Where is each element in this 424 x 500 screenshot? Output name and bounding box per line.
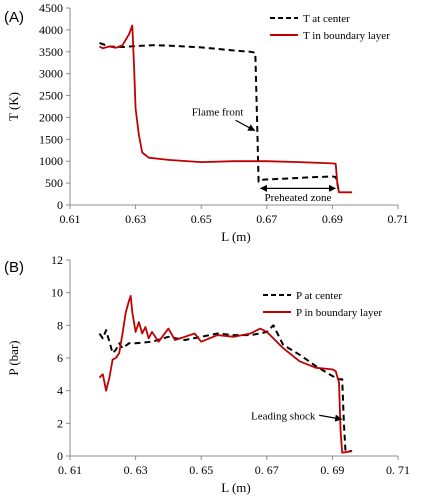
y-tick-label: 4000: [39, 23, 63, 37]
panel-label: (B): [4, 259, 24, 276]
y-tick-label: 10: [51, 286, 63, 300]
y-tick-label: 2000: [39, 110, 63, 124]
y-tick-label: 500: [45, 176, 63, 190]
y-tick-label: 12: [51, 253, 63, 267]
chart-panel-b: (B) 0 2 4 6 8 10 12 0. 61 0. 63 0. 65 0. 67 0. 69 0. …: [4, 253, 410, 495]
legend-entry: P at center: [296, 290, 342, 302]
annotation-arrow: [235, 119, 256, 132]
x-axis-title: L (m): [221, 229, 250, 244]
annotation-arrow: [319, 414, 343, 422]
annotation-label: Flame front: [192, 106, 244, 118]
x-tick-label: 0. 67: [255, 463, 279, 477]
x-tick-label: 0. 65: [189, 463, 213, 477]
series-line-boundary-layer: [99, 24, 353, 194]
legend: P at center P in boundary layer: [263, 290, 382, 319]
series-line-center: [98, 324, 353, 453]
legend-entry: P in boundary layer: [296, 307, 382, 319]
x-tick-label: 0. 61: [58, 463, 82, 477]
y-tick-label: 4500: [39, 1, 63, 15]
x-tick-label: 0. 71: [386, 463, 410, 477]
y-axis-title: T (K): [6, 92, 21, 121]
y-tick-label: 1500: [39, 132, 63, 146]
x-axis-title: L (m): [221, 480, 250, 495]
y-tick-label: 2: [57, 416, 63, 430]
x-tick-label: 0.71: [388, 212, 409, 226]
x-tick-label: 0.61: [60, 212, 81, 226]
x-tick-label: 0.69: [322, 212, 343, 226]
x-tick-label: 0.65: [191, 212, 212, 226]
y-tick-label: 2500: [39, 89, 63, 103]
x-tick-label: 0.67: [256, 212, 277, 226]
y-tick-label: 0: [57, 449, 63, 463]
y-tick-label: 8: [57, 318, 63, 332]
panel-label: (A): [4, 9, 24, 26]
legend-entry: T in boundary layer: [303, 30, 390, 42]
x-tick-label: 0. 63: [124, 463, 148, 477]
y-tick-label: 1000: [39, 154, 63, 168]
legend-entry: T at center: [303, 13, 350, 25]
y-tick-label: 0: [57, 198, 63, 212]
chart-panel-a: (A) 0 500 1000 1500 2000 2500 3000 3500 4000 4500 0…: [4, 1, 409, 244]
x-tick-label: 0.63: [125, 212, 146, 226]
annotation-label: Preheated zone: [265, 192, 332, 204]
legend: T at center T in boundary layer: [270, 13, 390, 42]
series-line-boundary-layer: [98, 294, 353, 454]
y-tick-label: 3000: [39, 67, 63, 81]
y-tick-label: 4: [57, 384, 63, 398]
annotation-label: Leading shock: [251, 410, 316, 422]
y-tick-label: 6: [57, 351, 63, 365]
x-tick-label: 0. 69: [320, 463, 344, 477]
y-tick-label: 3500: [39, 45, 63, 59]
y-axis-title: P (bar): [6, 340, 21, 375]
